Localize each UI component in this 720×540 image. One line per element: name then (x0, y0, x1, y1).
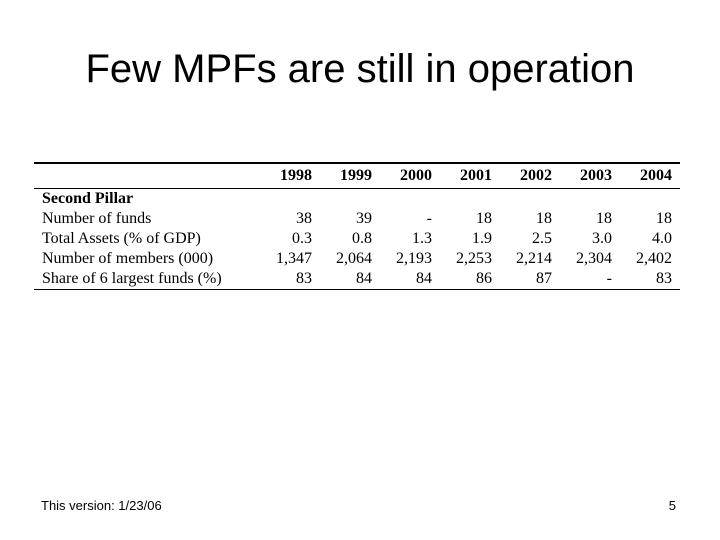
table-cell: 2,214 (516, 250, 552, 267)
header-cell-year: 1999 (340, 167, 372, 184)
table-row: Number of members (000) 1,347 2,064 2,19… (34, 249, 680, 269)
table-cell: 84 (356, 270, 372, 287)
table-cell: 1.3 (412, 230, 432, 247)
table-cell: 18 (536, 210, 552, 227)
table-cell: 84 (416, 270, 432, 287)
table-row: Number of funds 38 39 - 18 18 18 18 (34, 209, 680, 229)
table-cell: - (426, 210, 432, 227)
table-cell: 1,347 (276, 250, 312, 267)
table-row: Total Assets (% of GDP) 0.3 0.8 1.3 1.9 … (34, 229, 680, 249)
table-cell: 0.3 (292, 230, 312, 247)
header-cell-year: 2001 (460, 167, 492, 184)
table-cell: 2,402 (636, 250, 672, 267)
section-label: Second Pillar (42, 190, 134, 207)
section-row: Second Pillar (34, 189, 680, 210)
row-label: Number of members (000) (42, 250, 214, 267)
table-cell: 86 (476, 270, 492, 287)
table-row: Share of 6 largest funds (%) 83 84 84 86… (34, 269, 680, 290)
table-header-row: 1998 1999 2000 2001 2002 2003 2004 (34, 163, 680, 189)
page-number: 5 (668, 498, 676, 513)
header-cell-year: 2003 (580, 167, 612, 184)
table-cell: 2,193 (396, 250, 432, 267)
table-cell: 2.5 (532, 230, 552, 247)
table-cell: 3.0 (592, 230, 612, 247)
row-label: Number of funds (42, 210, 152, 227)
table-cell: 2,304 (576, 250, 612, 267)
header-cell-blank (34, 163, 260, 189)
table-cell: 83 (296, 270, 312, 287)
version-footer: This version: 1/23/06 (41, 498, 162, 513)
table-cell: 1.9 (472, 230, 492, 247)
second-pillar-table: 1998 1999 2000 2001 2002 2003 2004 Secon… (34, 162, 680, 290)
header-cell-year: 1998 (280, 167, 312, 184)
table-cell: 18 (596, 210, 612, 227)
header-cell-year: 2000 (400, 167, 432, 184)
table-cell: 2,064 (336, 250, 372, 267)
table-cell: 18 (656, 210, 672, 227)
header-cell-year: 2004 (640, 167, 672, 184)
table-cell: 83 (656, 270, 672, 287)
table-cell: 2,253 (456, 250, 492, 267)
row-label: Total Assets (% of GDP) (42, 230, 201, 247)
row-label: Share of 6 largest funds (%) (42, 270, 222, 287)
slide-title: Few MPFs are still in operation (85, 47, 635, 91)
table-cell: 18 (476, 210, 492, 227)
table-cell: 39 (356, 210, 372, 227)
table-cell: 0.8 (352, 230, 372, 247)
table-cell: 38 (296, 210, 312, 227)
table-cell: 87 (536, 270, 552, 287)
table-cell: 4.0 (652, 230, 672, 247)
header-cell-year: 2002 (520, 167, 552, 184)
table-cell: - (606, 270, 612, 287)
